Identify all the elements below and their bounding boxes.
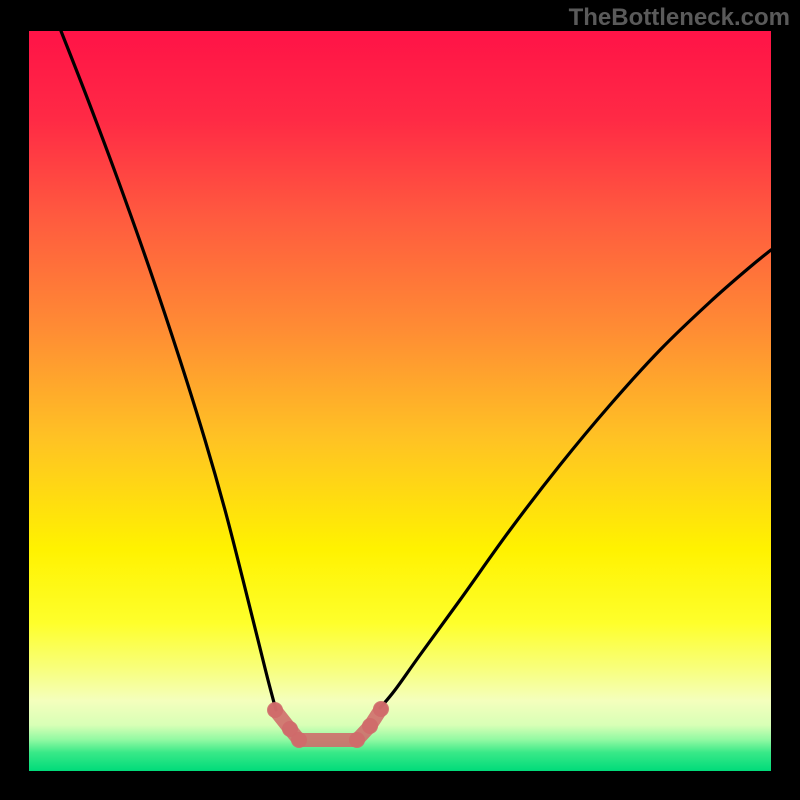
chart-container: TheBottleneck.com <box>0 0 800 800</box>
watermark-text: TheBottleneck.com <box>569 4 790 32</box>
plot-area <box>29 31 771 771</box>
curve-layer <box>29 31 771 771</box>
